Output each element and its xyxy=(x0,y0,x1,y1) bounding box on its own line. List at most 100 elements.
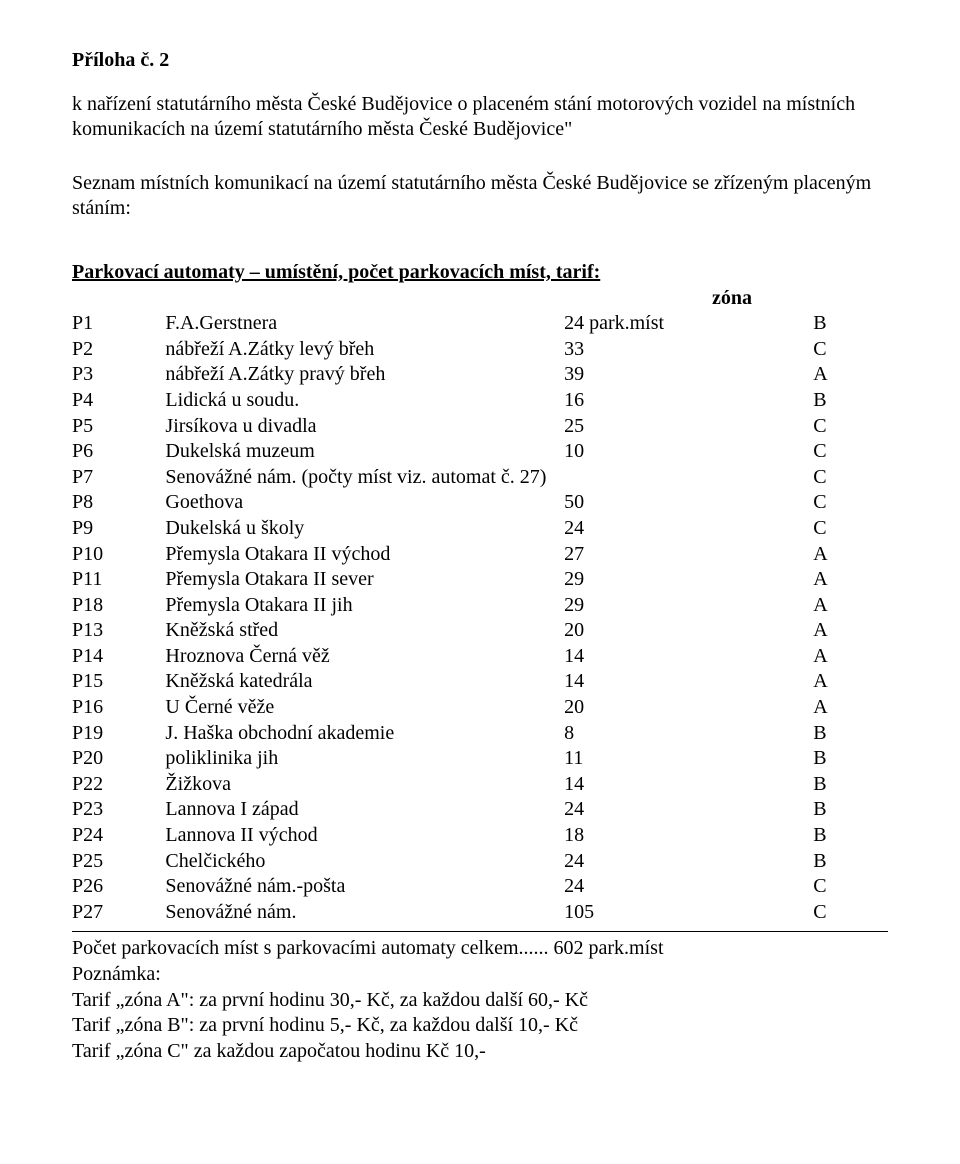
table-row: P13Kněžská střed20A xyxy=(72,618,888,644)
cell-id: P6 xyxy=(72,439,165,465)
cell-count: 14 xyxy=(564,644,813,670)
cell-count: 14 xyxy=(564,772,813,798)
cell-id: P22 xyxy=(72,772,165,798)
cell-name: Žižkova xyxy=(165,772,564,798)
cell-name: Dukelská muzeum xyxy=(165,439,564,465)
cell-zone: B xyxy=(813,388,888,414)
cell-name: Chelčického xyxy=(165,849,564,875)
cell-name: Hroznova Černá věž xyxy=(165,644,564,670)
cell-zone: C xyxy=(813,874,888,900)
cell-id: P26 xyxy=(72,874,165,900)
cell-count: 10 xyxy=(564,439,813,465)
intro-paragraph: k nařízení statutárního města České Budě… xyxy=(72,92,888,143)
cell-id: P20 xyxy=(72,746,165,772)
cell-zone: A xyxy=(813,669,888,695)
cell-name: Přemysla Otakara II sever xyxy=(165,567,564,593)
cell-count: 24 xyxy=(564,516,813,542)
cell-id: P13 xyxy=(72,618,165,644)
cell-count: 24 xyxy=(564,874,813,900)
table-row: P5Jirsíkova u divadla25C xyxy=(72,414,888,440)
cell-id: P19 xyxy=(72,721,165,747)
footer-note-label: Poznámka: xyxy=(72,962,888,988)
table-row: P7Senovážné nám. (počty míst viz. automa… xyxy=(72,465,888,491)
cell-name: Lannova II východ xyxy=(165,823,564,849)
table-row: P19J. Haška obchodní akademie8B xyxy=(72,721,888,747)
cell-zone: C xyxy=(813,490,888,516)
cell-name: Goethova xyxy=(165,490,564,516)
cell-count: 29 xyxy=(564,593,813,619)
cell-name: J. Haška obchodní akademie xyxy=(165,721,564,747)
cell-count: 50 xyxy=(564,490,813,516)
cell-name: Dukelská u školy xyxy=(165,516,564,542)
cell-count xyxy=(564,465,813,491)
cell-count: 24 xyxy=(564,849,813,875)
cell-zone: B xyxy=(813,746,888,772)
cell-count: 20 xyxy=(564,695,813,721)
cell-id: P9 xyxy=(72,516,165,542)
cell-count: 25 xyxy=(564,414,813,440)
table-row: P24Lannova II východ18B xyxy=(72,823,888,849)
cell-zone: A xyxy=(813,362,888,388)
table-row: P25Chelčického24B xyxy=(72,849,888,875)
cell-zone: C xyxy=(813,516,888,542)
table-row: P14Hroznova Černá věž14A xyxy=(72,644,888,670)
cell-name: Jirsíkova u divadla xyxy=(165,414,564,440)
cell-name: Senovážné nám.-pošta xyxy=(165,874,564,900)
cell-count: 27 xyxy=(564,542,813,568)
cell-zone: B xyxy=(813,311,888,337)
subtitle-paragraph: Seznam místních komunikací na území stat… xyxy=(72,171,888,222)
table-row: P22Žižkova14B xyxy=(72,772,888,798)
cell-name: Kněžská katedrála xyxy=(165,669,564,695)
cell-name: Přemysla Otakara II východ xyxy=(165,542,564,568)
cell-name: Senovážné nám. xyxy=(165,900,564,926)
cell-count: 18 xyxy=(564,823,813,849)
cell-name: poliklinika jih xyxy=(165,746,564,772)
cell-zone: B xyxy=(813,721,888,747)
cell-name: Senovážné nám. (počty míst viz. automat … xyxy=(165,465,564,491)
cell-zone: A xyxy=(813,542,888,568)
parking-table: P1F.A.Gerstnera24 park.místBP2nábřeží A.… xyxy=(72,311,888,925)
footer-tariff-c: Tarif „zóna C" za každou započatou hodin… xyxy=(72,1039,888,1065)
cell-name: F.A.Gerstnera xyxy=(165,311,564,337)
table-row: P4Lidická u soudu.16B xyxy=(72,388,888,414)
cell-id: P18 xyxy=(72,593,165,619)
footer-total: Počet parkovacích míst s parkovacími aut… xyxy=(72,936,888,962)
footer-tariff-a: Tarif „zóna A": za první hodinu 30,- Kč,… xyxy=(72,988,888,1014)
cell-count: 16 xyxy=(564,388,813,414)
table-row: P23Lannova I západ24B xyxy=(72,797,888,823)
cell-id: P10 xyxy=(72,542,165,568)
cell-count: 24 park.míst xyxy=(564,311,813,337)
cell-name: U Černé věže xyxy=(165,695,564,721)
footer-block: Počet parkovacích míst s parkovacími aut… xyxy=(72,936,888,1064)
cell-id: P25 xyxy=(72,849,165,875)
cell-id: P4 xyxy=(72,388,165,414)
cell-zone: A xyxy=(813,695,888,721)
cell-count: 29 xyxy=(564,567,813,593)
cell-zone: C xyxy=(813,465,888,491)
cell-zone: B xyxy=(813,797,888,823)
cell-zone: C xyxy=(813,900,888,926)
table-row: P26Senovážné nám.-pošta24C xyxy=(72,874,888,900)
cell-id: P14 xyxy=(72,644,165,670)
zone-column-header: zóna xyxy=(72,286,888,312)
cell-count: 39 xyxy=(564,362,813,388)
cell-count: 11 xyxy=(564,746,813,772)
cell-zone: B xyxy=(813,772,888,798)
footer-divider xyxy=(72,931,888,932)
cell-name: nábřeží A.Zátky pravý břeh xyxy=(165,362,564,388)
cell-count: 20 xyxy=(564,618,813,644)
cell-id: P3 xyxy=(72,362,165,388)
cell-name: Lannova I západ xyxy=(165,797,564,823)
table-row: P10Přemysla Otakara II východ27A xyxy=(72,542,888,568)
table-row: P15Kněžská katedrála14A xyxy=(72,669,888,695)
cell-id: P27 xyxy=(72,900,165,926)
table-row: P18Přemysla Otakara II jih29A xyxy=(72,593,888,619)
cell-id: P23 xyxy=(72,797,165,823)
cell-count: 14 xyxy=(564,669,813,695)
cell-zone: A xyxy=(813,644,888,670)
cell-zone: A xyxy=(813,567,888,593)
cell-name: Přemysla Otakara II jih xyxy=(165,593,564,619)
cell-zone: B xyxy=(813,823,888,849)
cell-zone: C xyxy=(813,337,888,363)
table-row: P8Goethova50C xyxy=(72,490,888,516)
